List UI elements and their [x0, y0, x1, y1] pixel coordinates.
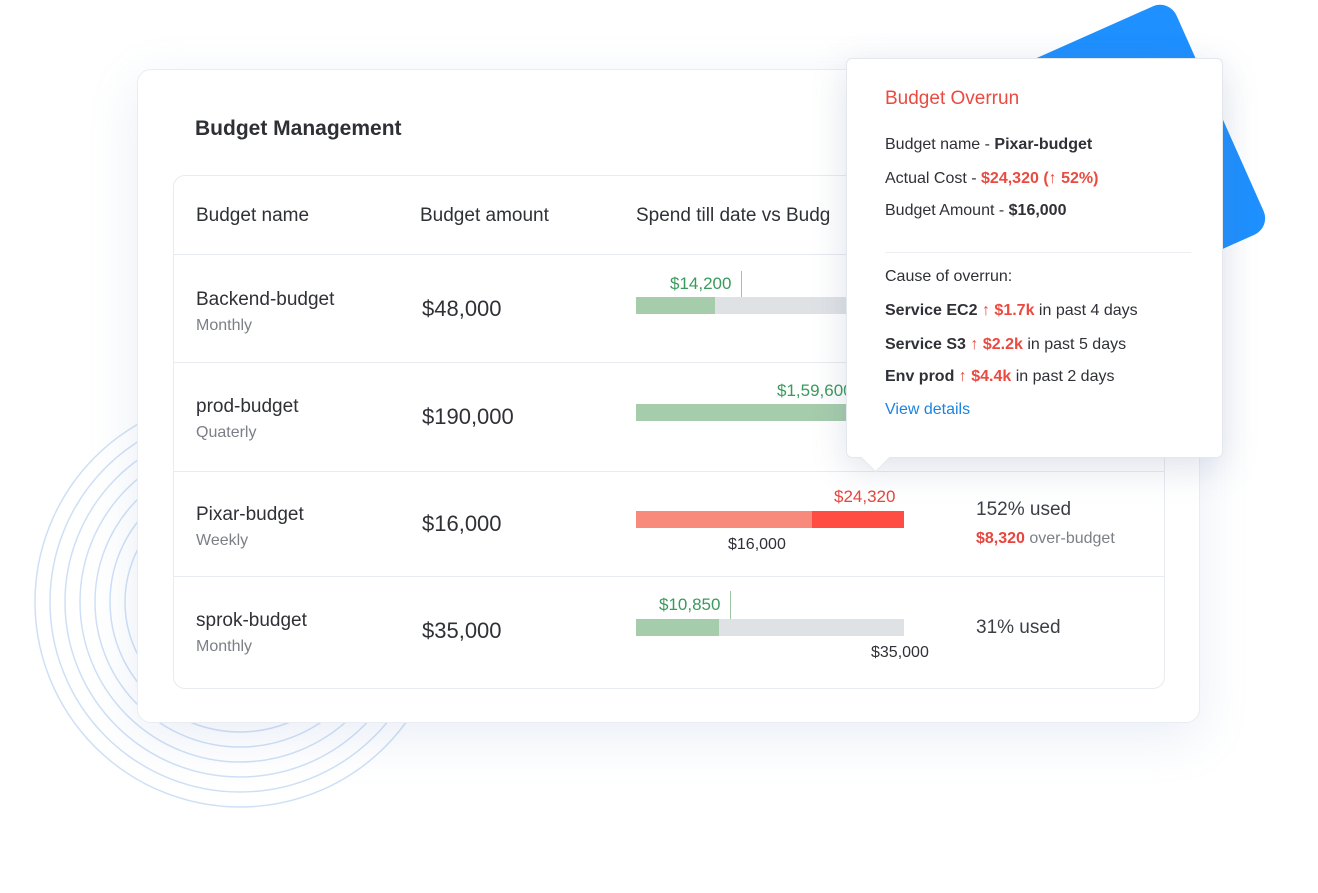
popup-budget-amount-value: $16,000	[1008, 202, 1067, 219]
spend-bar	[636, 511, 904, 528]
popup-cause-item: Service EC2 ↑ $1.7k in past 4 days	[885, 302, 1138, 320]
popup-budget-amount-label: Budget Amount -	[885, 202, 1009, 219]
spend-label: $14,200	[670, 274, 732, 293]
popup-title: Budget Overrun	[885, 88, 1020, 109]
over-budget-suffix: over-budget	[1024, 530, 1115, 547]
budget-amount: $48,000	[422, 296, 502, 321]
budget-period: Monthly	[196, 317, 253, 334]
column-header-budget-name: Budget name	[196, 205, 310, 226]
budget-name: sprok-budget	[196, 610, 307, 631]
popup-cause-item: Service S3 ↑ $2.2k in past 5 days	[885, 336, 1126, 354]
popup-budget-amount: Budget Amount - $16,000	[885, 202, 1066, 220]
budget-period: Monthly	[196, 638, 253, 655]
spend-marker	[741, 271, 742, 297]
spend-bar	[636, 404, 904, 421]
popup-budget-name-value: Pixar-budget	[994, 136, 1093, 153]
budget-amount: $35,000	[422, 618, 502, 643]
budget-amount: $190,000	[422, 404, 514, 429]
spend-bar-fill	[636, 619, 720, 636]
used-percent: 152% used	[976, 499, 1072, 520]
budget-name: prod-budget	[196, 396, 299, 417]
budget-name: Backend-budget	[196, 289, 335, 310]
budget-overrun-popup: Budget Overrun Budget name - Pixar-budge…	[846, 58, 1223, 458]
cause-period: in past 5 days	[1027, 336, 1127, 353]
table-row[interactable]: sprok-budget Monthly $35,000 $10,850 $35…	[174, 577, 1164, 689]
popup-divider	[885, 252, 1191, 253]
budget-period: Quaterly	[196, 424, 257, 441]
budget-label: $16,000	[728, 536, 786, 553]
view-details-link[interactable]: View details	[885, 401, 971, 418]
arrow-up-icon: ↑	[1048, 170, 1057, 187]
spend-bar-fill	[636, 297, 716, 314]
cause-service: Env prod	[885, 368, 955, 385]
popup-actual-cost-value: $24,320 (	[981, 170, 1049, 187]
budget-amount: $16,000	[422, 511, 502, 536]
arrow-up-icon: ↑	[970, 336, 979, 353]
popup-actual-cost-label: Actual Cost -	[885, 170, 982, 187]
spend-label: $10,850	[659, 595, 721, 614]
cause-service: Service S3	[885, 336, 966, 353]
popup-cause-label: Cause of overrun:	[885, 268, 1013, 285]
table-header: Budget name Budget amount Spend till dat…	[174, 176, 1164, 255]
spend-bar-fill	[636, 404, 862, 421]
spend-label: $24,320	[834, 487, 896, 506]
popup-actual-cost: Actual Cost - $24,320 (↑ 52%)	[885, 170, 1098, 188]
popup-actual-cost-percent: 52%)	[1056, 170, 1099, 187]
cause-delta: $1.7k	[994, 302, 1035, 319]
spend-bar	[636, 297, 904, 314]
arrow-up-icon: ↑	[958, 368, 967, 385]
spend-label: $1,59,600	[777, 381, 853, 400]
column-header-spend-vs-budget: Spend till date vs Budg	[636, 205, 831, 226]
over-budget-amount: $8,320	[976, 530, 1025, 547]
table-row[interactable]: prod-budget Quaterly $190,000 $1,59,600	[174, 363, 1164, 472]
cause-delta: $2.2k	[982, 336, 1023, 353]
budget-label: $35,000	[871, 644, 929, 661]
cause-period: in past 4 days	[1038, 302, 1138, 319]
cause-service: Service EC2	[885, 302, 978, 319]
popup-cause-item: Env prod ↑ $4.4k in past 2 days	[885, 368, 1114, 386]
popup-budget-name: Budget name - Pixar-budget	[885, 136, 1092, 154]
cause-delta: $4.4k	[971, 368, 1012, 385]
page-title: Budget Management	[195, 117, 402, 140]
spend-bar	[636, 619, 904, 636]
used-percent: 31% used	[976, 617, 1061, 638]
table-row[interactable]: Pixar-budget Weekly $16,000 $24,320 $16,…	[174, 472, 1164, 577]
spend-marker	[730, 591, 731, 619]
budget-name: Pixar-budget	[196, 504, 304, 525]
popup-budget-name-label: Budget name -	[885, 136, 995, 153]
column-header-budget-amount: Budget amount	[420, 205, 549, 226]
over-budget-text: $8,320 over-budget	[976, 530, 1115, 548]
table-row[interactable]: Backend-budget Monthly $48,000 $14,200	[174, 255, 1164, 363]
spend-bar-budget-portion	[636, 511, 813, 528]
cause-period: in past 2 days	[1015, 368, 1115, 385]
arrow-up-icon: ↑	[981, 302, 990, 319]
budget-period: Weekly	[196, 532, 249, 549]
